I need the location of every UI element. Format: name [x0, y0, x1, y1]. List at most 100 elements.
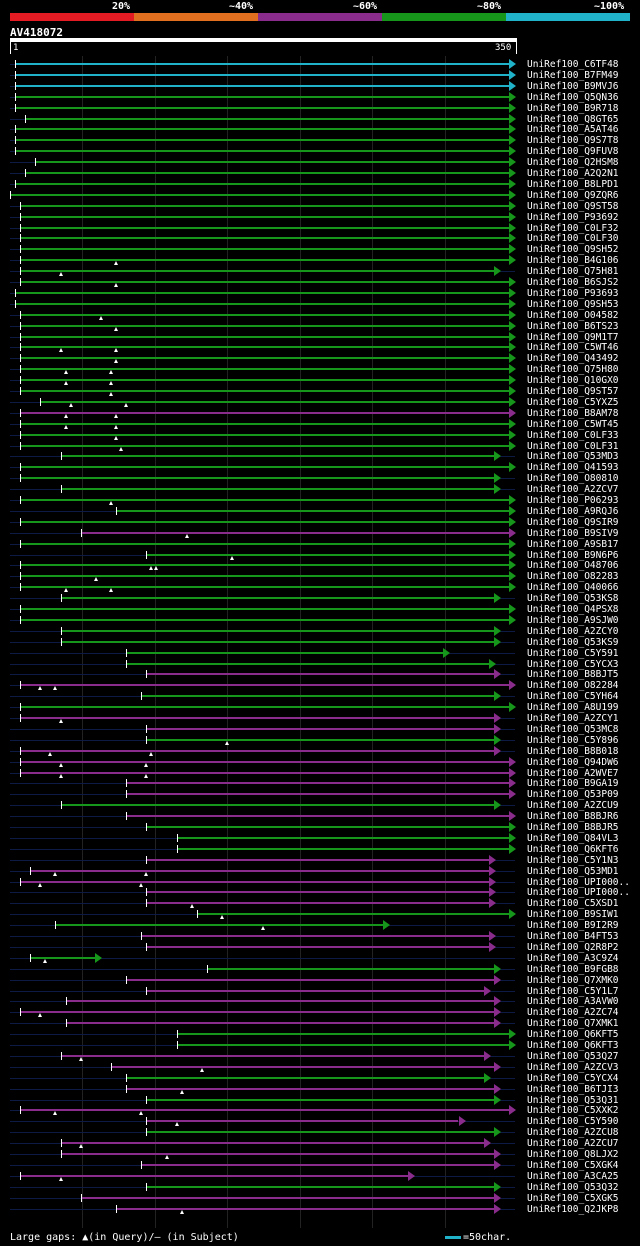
hit-label[interactable]: UniRef100_B8BJR6 [527, 811, 619, 823]
hit-row[interactable]: UniRef100_C5WT45 [0, 418, 640, 430]
hit-label[interactable]: UniRef100_Q10GX0 [527, 375, 619, 387]
hit-label[interactable]: UniRef100_A2ZCY1 [527, 713, 619, 724]
hit-label[interactable]: UniRef100_B9R718 [527, 102, 619, 114]
hit-row[interactable]: UniRef100_A8U199 [0, 702, 640, 713]
hit-row[interactable]: UniRef100_Q9M1T7 [0, 331, 640, 343]
hit-label[interactable]: UniRef100_Q9ST57 [527, 386, 619, 397]
hit-row[interactable]: UniRef100_Q7XMK0 [0, 974, 640, 986]
hit-label[interactable]: UniRef100_Q53Q32 [527, 1181, 619, 1193]
hit-row[interactable]: UniRef100_B6SJS2 [0, 277, 640, 288]
hit-label[interactable]: UniRef100_C5XGK4 [527, 1159, 619, 1171]
hit-row[interactable]: UniRef100_Q84VL3 [0, 832, 640, 844]
hit-row[interactable]: UniRef100_A2ZCV3 [0, 1061, 640, 1073]
hit-row[interactable]: UniRef100_Q2HSM8 [0, 157, 640, 168]
hit-row[interactable]: UniRef100_C5XGK5 [0, 1192, 640, 1204]
hit-label[interactable]: UniRef100_Q8GT65 [527, 113, 619, 125]
hit-label[interactable]: UniRef100_C5YCX4 [527, 1072, 619, 1084]
hit-label[interactable]: UniRef100_C5Y1N3 [527, 854, 619, 866]
hit-row[interactable]: UniRef100_UPI000.. [0, 876, 640, 888]
hit-row[interactable]: UniRef100_C5XXK2 [0, 1105, 640, 1116]
hit-row[interactable]: UniRef100_Q6KFT3 [0, 1040, 640, 1051]
hit-label[interactable]: UniRef100_Q9ZQR6 [527, 189, 619, 201]
hit-label[interactable]: UniRef100_Q4PSX8 [527, 604, 619, 615]
hit-label[interactable]: UniRef100_Q5QN36 [527, 91, 619, 103]
hit-row[interactable]: UniRef100_Q94DW6 [0, 756, 640, 768]
hit-label[interactable]: UniRef100_B4FT53 [527, 931, 619, 942]
hit-label[interactable]: UniRef100_Q75H80 [527, 364, 619, 376]
hit-label[interactable]: UniRef100_Q9M1T7 [527, 331, 619, 343]
hit-row[interactable]: UniRef100_P93693 [0, 287, 640, 299]
hit-row[interactable]: UniRef100_Q9SIR9 [0, 516, 640, 528]
hit-row[interactable]: UniRef100_C0LF31 [0, 440, 640, 452]
hit-label[interactable]: UniRef100_C6TF48 [527, 59, 619, 70]
hit-row[interactable]: UniRef100_C0LF30 [0, 233, 640, 244]
hit-row[interactable]: UniRef100_Q6KFT6 [0, 843, 640, 855]
hit-row[interactable]: UniRef100_B6TJI3 [0, 1083, 640, 1095]
hit-row[interactable]: UniRef100_A2ZCU7 [0, 1138, 640, 1149]
hit-label[interactable]: UniRef100_C5Y591 [527, 647, 619, 659]
hit-row[interactable]: UniRef100_A2Q2N1 [0, 168, 640, 179]
hit-label[interactable]: UniRef100_B9GA19 [527, 778, 619, 790]
hit-label[interactable]: UniRef100_Q2JKP8 [527, 1203, 619, 1215]
hit-row[interactable]: UniRef100_UPI000.. [0, 887, 640, 898]
hit-row[interactable]: UniRef100_B8BJR6 [0, 811, 640, 822]
hit-label[interactable]: UniRef100_C5Y1L7 [527, 985, 619, 997]
hit-row[interactable]: UniRef100_B8BJT5 [0, 669, 640, 680]
hit-row[interactable]: UniRef100_Q5QN36 [0, 91, 640, 103]
hit-label[interactable]: UniRef100_Q9FUV8 [527, 146, 619, 158]
hit-row[interactable]: UniRef100_Q75H81 [0, 266, 640, 277]
hit-row[interactable]: UniRef100_A3C9Z4 [0, 952, 640, 964]
hit-row[interactable]: UniRef100_O04582 [0, 309, 640, 321]
hit-label[interactable]: UniRef100_Q53MD3 [527, 451, 619, 463]
hit-label[interactable]: UniRef100_B8BJR5 [527, 822, 619, 833]
hit-row[interactable]: UniRef100_B9SIV9 [0, 527, 640, 539]
hit-row[interactable]: UniRef100_Q9SH52 [0, 244, 640, 255]
hit-label[interactable]: UniRef100_A2ZC74 [527, 1007, 619, 1019]
hit-label[interactable]: UniRef100_A3CA25 [527, 1170, 619, 1182]
hit-label[interactable]: UniRef100_Q53Q31 [527, 1094, 619, 1106]
hit-label[interactable]: UniRef100_O80810 [527, 473, 619, 485]
hit-label[interactable]: UniRef100_B9FGB8 [527, 963, 619, 975]
hit-row[interactable]: UniRef100_C0LF32 [0, 222, 640, 234]
hit-label[interactable]: UniRef100_C5YCX3 [527, 658, 619, 670]
hit-label[interactable]: UniRef100_C5Y896 [527, 734, 619, 746]
hit-label[interactable]: UniRef100_P93693 [527, 287, 619, 299]
hit-row[interactable]: UniRef100_A2ZCV7 [0, 484, 640, 495]
hit-row[interactable]: UniRef100_B8AM78 [0, 407, 640, 419]
hit-row[interactable]: UniRef100_Q40066 [0, 582, 640, 593]
hit-label[interactable]: UniRef100_A2ZCV7 [527, 484, 619, 496]
hit-label[interactable]: UniRef100_Q53KS8 [527, 593, 619, 605]
hit-row[interactable]: UniRef100_Q53Q27 [0, 1050, 640, 1062]
hit-row[interactable]: UniRef100_Q9ST58 [0, 200, 640, 212]
hit-label[interactable]: UniRef100_B9SIW1 [527, 909, 619, 921]
hit-row[interactable]: UniRef100_C5WT46 [0, 342, 640, 353]
hit-label[interactable]: UniRef100_Q6KFT5 [527, 1029, 619, 1041]
hit-row[interactable]: UniRef100_C5YCX4 [0, 1072, 640, 1084]
hit-label[interactable]: UniRef100_Q53MC8 [527, 723, 619, 735]
hit-label[interactable]: UniRef100_Q9S7T8 [527, 135, 619, 147]
hit-row[interactable]: UniRef100_Q53Q32 [0, 1181, 640, 1193]
hit-label[interactable]: UniRef100_A2ZCU9 [527, 800, 619, 812]
hit-row[interactable]: UniRef100_Q41593 [0, 462, 640, 473]
hit-row[interactable]: UniRef100_B4G106 [0, 255, 640, 266]
hit-row[interactable]: UniRef100_B8BJR5 [0, 822, 640, 833]
hit-label[interactable]: UniRef100_C0LF33 [527, 429, 619, 441]
hit-row[interactable]: UniRef100_Q8GT65 [0, 113, 640, 125]
hit-row[interactable]: UniRef100_A2ZC74 [0, 1007, 640, 1018]
hit-label[interactable]: UniRef100_B8B018 [527, 745, 619, 757]
hit-label[interactable]: UniRef100_B8LPD1 [527, 178, 619, 190]
hit-label[interactable]: UniRef100_A5AT46 [527, 124, 619, 136]
hit-label[interactable]: UniRef100_Q53Q27 [527, 1050, 619, 1062]
hit-row[interactable]: UniRef100_Q75H80 [0, 364, 640, 375]
hit-row[interactable]: UniRef100_Q43492 [0, 353, 640, 364]
hit-row[interactable]: UniRef100_O82283 [0, 571, 640, 582]
hit-row[interactable]: UniRef100_P06293 [0, 495, 640, 506]
hit-row[interactable]: UniRef100_Q9ZQR6 [0, 189, 640, 201]
hit-label[interactable]: UniRef100_P93692 [527, 211, 619, 223]
hit-label[interactable]: UniRef100_C5XXK2 [527, 1105, 619, 1117]
hit-row[interactable]: UniRef100_O48706 [0, 560, 640, 571]
hit-row[interactable]: UniRef100_B9I2R9 [0, 920, 640, 931]
hit-row[interactable]: UniRef100_B9N6P6 [0, 549, 640, 561]
hit-row[interactable]: UniRef100_Q7XMK1 [0, 1018, 640, 1029]
hit-label[interactable]: UniRef100_Q7XMK1 [527, 1018, 619, 1030]
